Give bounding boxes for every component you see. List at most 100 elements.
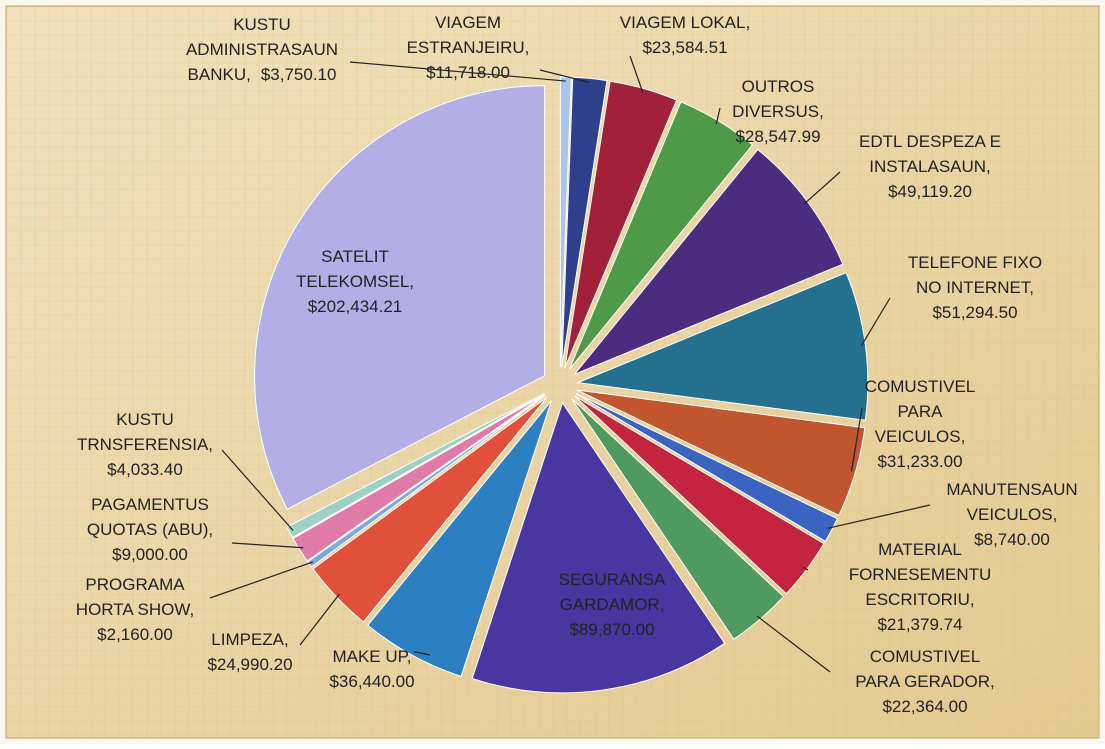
value-label: $31,233.00 xyxy=(877,452,962,471)
value-label: $21,379.74 xyxy=(877,615,962,634)
label-line: BANKU, xyxy=(188,65,251,84)
label-line: OUTROS xyxy=(742,77,815,96)
leader-line xyxy=(539,69,590,84)
value-label: $3,750.10 xyxy=(261,65,337,84)
leader-line xyxy=(349,61,566,82)
label-line: GARDAMOR, xyxy=(560,595,665,614)
pie-slice xyxy=(471,401,726,694)
pie-slice xyxy=(367,400,552,678)
label-line: COMUSTIVEL xyxy=(870,647,981,666)
value-label: $22,364.00 xyxy=(882,697,967,716)
leader-line xyxy=(802,566,809,571)
slice-label: EDTL DESPEZA E INSTALASAUN, $49,119.20 xyxy=(859,132,1001,201)
label-line: PARA xyxy=(897,402,943,421)
slice-label: MANUTENSAUN VEICULOS, $8,740.00 xyxy=(946,480,1077,549)
label-line: TRNSFERENSIA, xyxy=(77,435,213,454)
label-line: MANUTENSAUN xyxy=(946,480,1077,499)
pie-slice xyxy=(286,393,545,539)
value-label: $28,547.99 xyxy=(735,127,820,146)
label-line: INSTALASAUN, xyxy=(869,157,991,176)
label-line: EDTL DESPEZA E xyxy=(859,132,1001,151)
pie-slice xyxy=(292,394,546,562)
label-line: VEICULOS, xyxy=(967,505,1058,524)
pie-slice xyxy=(577,389,866,516)
pie-slice xyxy=(312,396,548,623)
label-line: VEICULOS, xyxy=(875,427,966,446)
pie-slice xyxy=(564,80,678,368)
value-label: $89,870.00 xyxy=(569,620,654,639)
pie-slice xyxy=(568,101,754,370)
slice-label: MAKE UP, $36,440.00 xyxy=(329,647,414,691)
slice-label: OUTROS DIVERSUS, $28,547.99 xyxy=(732,77,824,146)
slice-label: MATERIAL FORNESEMENTU ESCRITORIU, $21,379.7… xyxy=(849,540,992,634)
label-line: MATERIAL xyxy=(878,540,962,559)
label-line: SATELIT xyxy=(321,247,389,266)
label-line: LIMPEZA, xyxy=(211,630,288,649)
slice-label: KUSTU TRNSFERENSIA, $4,033.40 xyxy=(77,410,213,479)
slice-label: SEGURANSA GARDAMOR, $89,870.00 xyxy=(559,570,666,639)
leader-line xyxy=(860,297,891,347)
slice-label: LIMPEZA, $24,990.20 xyxy=(207,630,292,674)
value-label: $4,033.40 xyxy=(107,460,183,479)
leader-line xyxy=(209,561,314,599)
label-line: SEGURANSA xyxy=(559,570,666,589)
slice-label: TELEFONE FIXO NO INTERNET, $51,294.50 xyxy=(908,253,1042,322)
label-line: FORNESEMENTU xyxy=(849,565,992,584)
value-label: $2,160.00 xyxy=(97,625,173,644)
pie-slice xyxy=(254,85,546,510)
label-line: QUOTAS (ABU), xyxy=(87,520,213,539)
value-label: $36,440.00 xyxy=(329,672,414,691)
slice-label: VIAGEM LOKAL, $23,584.51 xyxy=(620,13,750,57)
value-label: $51,294.50 xyxy=(932,303,1017,322)
leader-line xyxy=(299,593,340,646)
label-line: PROGRAMA xyxy=(85,575,185,594)
leader-line xyxy=(756,615,831,673)
pie-slice xyxy=(575,393,839,542)
pie-slice xyxy=(307,395,546,568)
label-line: COMUSTIVEL xyxy=(865,377,976,396)
label-line: VIAGEM xyxy=(435,13,501,32)
leader-line xyxy=(221,449,294,531)
label-line: VIAGEM LOKAL, xyxy=(620,13,750,32)
slice-label: KUSTU ADMINISTRASAUN BANKU, $3,750.10 xyxy=(186,15,338,84)
slice-label: PAGAMENTUS QUOTAS (ABU), $9,000.00 xyxy=(87,495,213,564)
pie-slice xyxy=(575,271,869,421)
label-line: DIVERSUS, xyxy=(732,102,824,121)
label-line: TELEFONE FIXO xyxy=(908,253,1042,272)
value-label: $202,434.21 xyxy=(308,297,403,316)
leader-line xyxy=(803,171,841,205)
label-line: MAKE UP, xyxy=(332,647,411,666)
label-line: ADMINISTRASAUN xyxy=(186,40,338,59)
value-label: $8,740.00 xyxy=(974,530,1050,549)
label-line: PAGAMENTUS xyxy=(91,495,209,514)
slice-label: COMUSTIVEL PARA GERADOR, $22,364.00 xyxy=(855,647,995,716)
leader-line xyxy=(629,55,644,93)
label-line: ESCRITORIU, xyxy=(865,590,974,609)
labels: KUSTU ADMINISTRASAUN BANKU, $3,750.10 VIAGEM… xyxy=(76,13,1078,716)
slice-label: COMUSTIVEL PARA VEICULOS, $31,233.00 xyxy=(865,377,976,471)
value-label: $49,119.20 xyxy=(888,182,972,201)
pie xyxy=(254,76,869,694)
label-line: TELEKOMSEL, xyxy=(296,272,414,291)
leader-line xyxy=(850,407,863,472)
label-line: KUSTU xyxy=(233,15,291,34)
pie-slice xyxy=(561,76,608,368)
pie-slice xyxy=(571,398,785,640)
slice-label: SATELIT TELEKOMSEL, $202,434.21 xyxy=(296,247,414,316)
value-label: $24,990.20 xyxy=(207,655,292,674)
label-line: KUSTU xyxy=(116,410,174,429)
leader-line xyxy=(231,542,304,549)
slice-label: PROGRAMA HORTA SHOW, $2,160.00 xyxy=(76,575,194,644)
value-label: $23,584.51 xyxy=(642,38,727,57)
label-line: ESTRANJEIRU, xyxy=(407,38,530,57)
value-label: $9,000.00 xyxy=(112,545,188,564)
label-line: NO INTERNET, xyxy=(916,278,1034,297)
leader-line xyxy=(715,107,721,125)
label-line: PARA GERADOR, xyxy=(855,672,995,691)
label-line: HORTA SHOW, xyxy=(76,600,194,619)
slice-label: VIAGEM ESTRANJEIRU, $11,718.00 xyxy=(407,13,530,82)
leader-line xyxy=(413,651,431,656)
value-label: $11,718.00 xyxy=(426,63,510,82)
leader-line xyxy=(828,504,931,529)
